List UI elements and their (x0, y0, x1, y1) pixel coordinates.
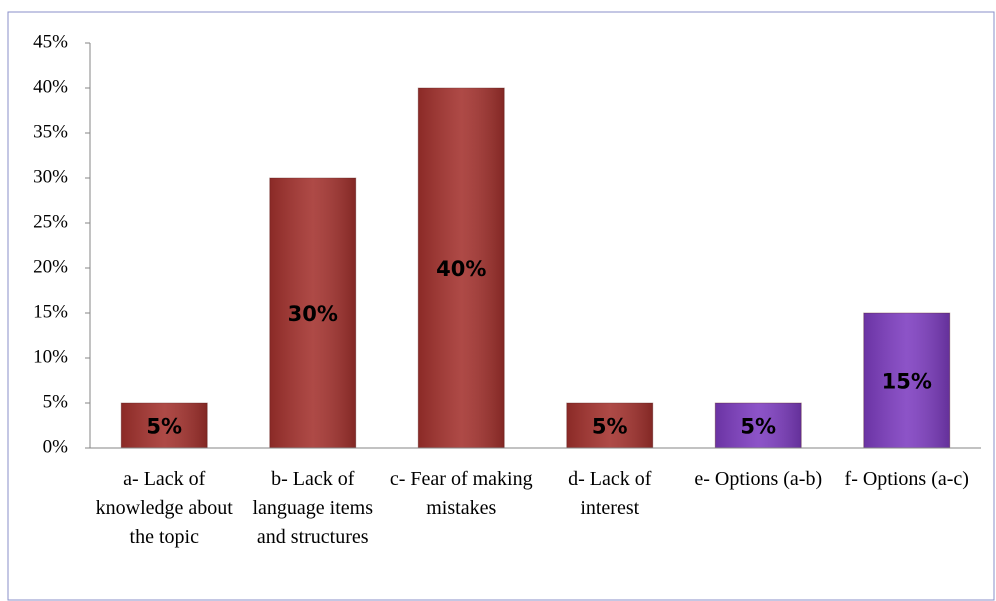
x-tick-label: a- Lack of knowledge about the topic (95, 468, 233, 548)
x-tick-label: f- Options (a-c) (844, 468, 969, 490)
y-tick-label: 25% (33, 211, 68, 232)
y-tick-label: 45% (33, 31, 68, 52)
x-tick-label: b- Lack of language items and structures (252, 468, 374, 548)
y-tick-label: 0% (43, 436, 69, 457)
bar-shade (566, 403, 653, 448)
value-label: 5% (146, 415, 182, 439)
bar-shade (715, 403, 802, 448)
bar-shade (269, 178, 356, 448)
value-label: 5% (740, 415, 776, 439)
y-tick-label: 40% (33, 76, 68, 97)
bar-shade (863, 313, 950, 448)
x-tick-label: e- Options (a-b) (694, 468, 823, 490)
y-tick-label: 10% (33, 346, 68, 367)
bar-shade (121, 403, 208, 448)
y-tick-label: 30% (33, 166, 68, 187)
y-tick-label: 20% (33, 256, 68, 277)
value-label: 15% (882, 370, 932, 394)
value-label: 5% (592, 415, 628, 439)
value-label: 40% (436, 257, 486, 281)
x-tick-label: c- Fear of making mistakes (389, 468, 533, 519)
y-tick-label: 15% (33, 301, 68, 322)
x-tick-label: d- Lack of interest (568, 468, 652, 519)
bar-shade (418, 88, 505, 448)
y-tick-label: 35% (33, 121, 68, 142)
value-label: 30% (288, 302, 338, 326)
y-tick-label: 5% (43, 391, 69, 412)
